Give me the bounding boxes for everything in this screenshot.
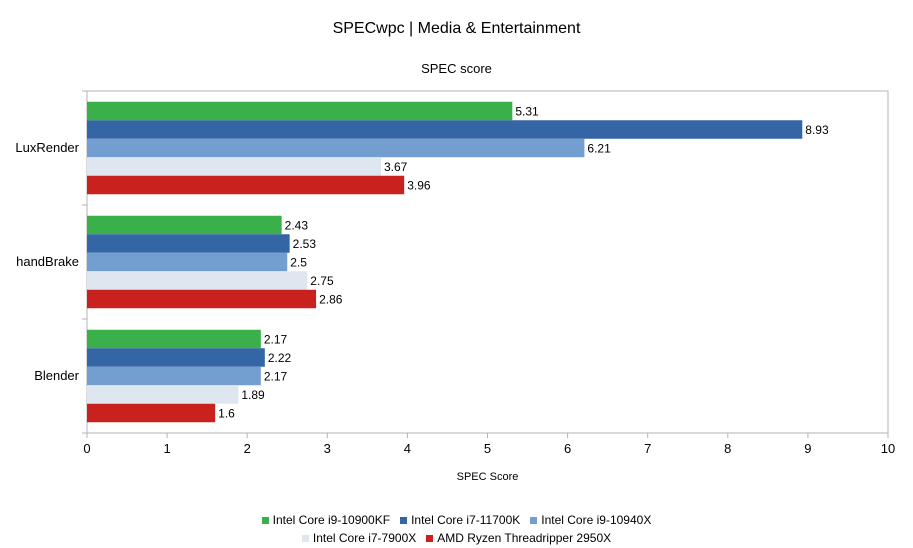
chart-subtitle: SPEC score	[421, 61, 492, 76]
bar-value-label: 6.21	[587, 142, 611, 156]
legend-swatch	[426, 534, 434, 542]
legend-label: Intel Core i9-10940X	[541, 513, 652, 527]
bar-value-label: 2.5	[290, 256, 307, 270]
bar	[87, 366, 261, 386]
x-tick-label: 3	[324, 441, 331, 456]
bar	[87, 234, 290, 253]
x-tick-label: 7	[644, 441, 651, 456]
bar	[87, 348, 265, 367]
legend-label: Intel Core i7-11700K	[411, 513, 521, 527]
bar-value-label: 2.86	[319, 293, 343, 307]
bar	[87, 101, 513, 121]
bar	[87, 329, 261, 349]
bar	[87, 385, 239, 404]
legend-swatch	[400, 516, 408, 524]
x-tick-label: 10	[881, 441, 895, 456]
x-tick-label: 6	[564, 441, 571, 456]
bar-value-label: 2.53	[293, 237, 317, 251]
x-tick-label: 9	[804, 441, 811, 456]
legend-item: Intel Core i9-10900KF	[261, 513, 391, 527]
bar-value-label: 1.89	[241, 388, 265, 402]
bar	[87, 271, 308, 290]
legend-label: Intel Core i9-10900KF	[272, 513, 391, 527]
bar	[87, 289, 317, 309]
legend-item: AMD Ryzen Threadripper 2950X	[426, 531, 611, 545]
x-tick-label: 1	[163, 441, 170, 456]
legend-item: Intel Core i7-11700K	[400, 513, 520, 527]
legend-row-2: Intel Core i7-7900X AMD Ryzen Threadripp…	[0, 529, 913, 547]
y-category-label: handBrake	[16, 254, 79, 269]
chart-title: SPECwpc | Media & Entertainment	[332, 20, 581, 37]
bar	[87, 138, 585, 158]
x-tick-label: 8	[724, 441, 731, 456]
bar-value-label: 8.93	[805, 123, 829, 137]
bar-value-label: 1.6	[218, 407, 235, 421]
bar	[87, 215, 282, 235]
bar-value-label: 2.17	[264, 370, 288, 384]
legend-label: AMD Ryzen Threadripper 2950X	[437, 531, 612, 545]
legend-label: Intel Core i7-7900X	[312, 531, 417, 545]
legend-swatch	[301, 534, 309, 542]
legend-swatch	[530, 516, 538, 524]
legend-row-1: Intel Core i9-10900KF Intel Core i7-1170…	[0, 511, 913, 529]
legend-item: Intel Core i7-7900X	[301, 531, 417, 545]
x-tick-label: 5	[484, 441, 491, 456]
bar-value-label: 2.75	[310, 274, 334, 288]
bar-value-label: 2.17	[264, 333, 288, 347]
bar	[87, 403, 216, 423]
x-tick-label: 4	[404, 441, 411, 456]
bar	[87, 252, 288, 272]
chart-plot: 0 1 2 3 4 5 6 7 8 9 10 LuxRender handBrake Blender 5.3…	[15, 90, 895, 483]
bar-value-label: 5.31	[515, 105, 539, 119]
bar-value-label: 3.67	[384, 160, 408, 174]
legend-item: Intel Core i9-10940X	[530, 513, 651, 527]
x-tick-label: 0	[83, 441, 90, 456]
bar	[87, 175, 405, 195]
legend-swatch	[261, 516, 269, 524]
x-tick-label: 2	[244, 441, 251, 456]
bar-value-label: 2.43	[285, 219, 309, 233]
bar-value-label: 2.22	[268, 351, 292, 365]
y-category-label: Blender	[34, 368, 79, 383]
bar-value-label: 3.96	[407, 179, 431, 193]
bar	[87, 120, 803, 139]
chart-legend: Intel Core i9-10900KF Intel Core i7-1170…	[0, 511, 913, 547]
x-axis-title: SPEC Score	[457, 471, 519, 483]
bar	[87, 157, 381, 176]
y-category-label: LuxRender	[15, 140, 79, 155]
